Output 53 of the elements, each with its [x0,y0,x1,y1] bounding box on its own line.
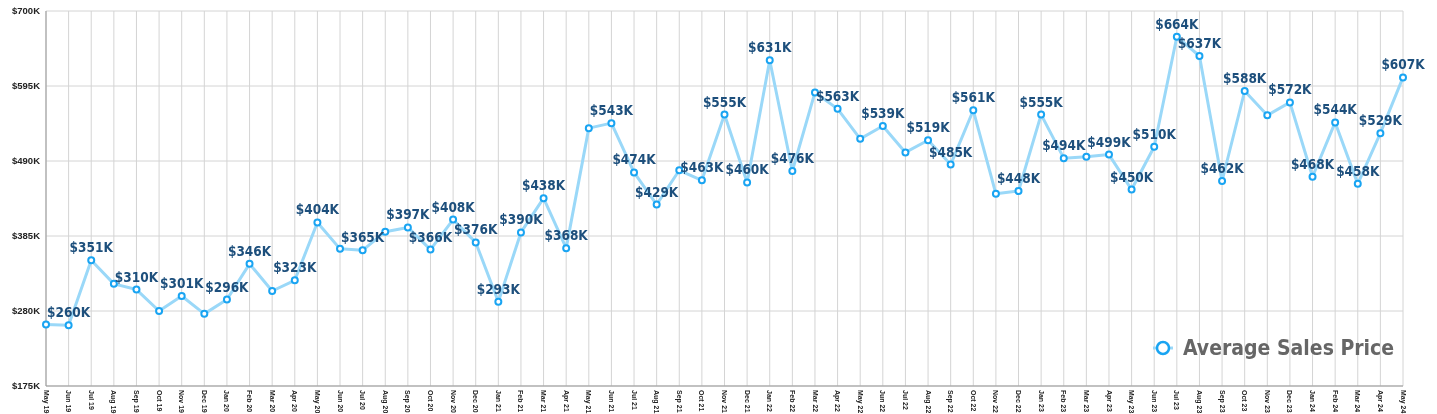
y-tick-label: $385K [12,230,41,242]
data-label: $544K [1313,101,1358,118]
data-label: $463K [680,159,725,176]
data-label: $448K [996,170,1041,186]
data-label: $310K [114,268,159,285]
data-label: $429K [635,183,679,200]
y-tick-label: $490K [12,155,41,167]
data-label: $555K [1019,93,1064,110]
legend-label: Average Sales Price [1183,336,1395,361]
data-label: $588K [1223,70,1267,86]
data-label: $510K [1132,125,1177,142]
data-label: $474K [612,151,657,168]
data-label: $476K [770,150,815,166]
data-label: $450K [1109,168,1154,185]
data-label: $555K [702,93,747,110]
data-label: $408K [431,198,476,215]
y-tick-label: $175K [12,380,41,392]
y-tick-label: $280K [12,305,41,317]
data-label: $351K [69,239,114,256]
data-label: $499K [1087,133,1132,150]
data-label: $607K [1381,56,1426,73]
data-label: $485K [929,143,973,160]
data-label: $293K [476,280,521,297]
data-label: $519K [906,119,951,136]
data-label: $631K [748,39,792,56]
data-label: $368K [544,227,589,244]
data-label: $494K [1042,137,1086,154]
data-label: $543K [589,102,634,119]
data-label: $365K [341,229,385,246]
data-label: $529K [1358,112,1403,129]
data-label: $468K [1290,155,1335,172]
data-label: $438K [521,177,566,194]
data-label: $260K [47,304,91,321]
data-label: $572K [1268,81,1313,98]
data-label: $637K [1177,35,1222,51]
data-label: $296K [205,278,250,295]
data-label: $563K [815,87,860,104]
data-label: $462K [1200,160,1245,176]
y-tick-label: $595K [12,80,41,92]
data-label: $323K [273,259,317,276]
data-label: $561K [951,89,996,106]
data-label: $366K [408,228,453,245]
data-label: $346K [227,242,272,259]
data-label: $458K [1336,162,1380,179]
data-label: $390K [499,211,544,228]
data-label: $460K [725,161,770,178]
data-label: $404K [295,201,340,218]
y-tick-label: $700K [12,5,41,17]
data-label: $664K [1155,15,1200,32]
data-label: $539K [861,105,906,121]
data-label: $376K [454,221,498,238]
data-label: $301K [160,275,204,291]
data-label: $397K [386,206,431,223]
